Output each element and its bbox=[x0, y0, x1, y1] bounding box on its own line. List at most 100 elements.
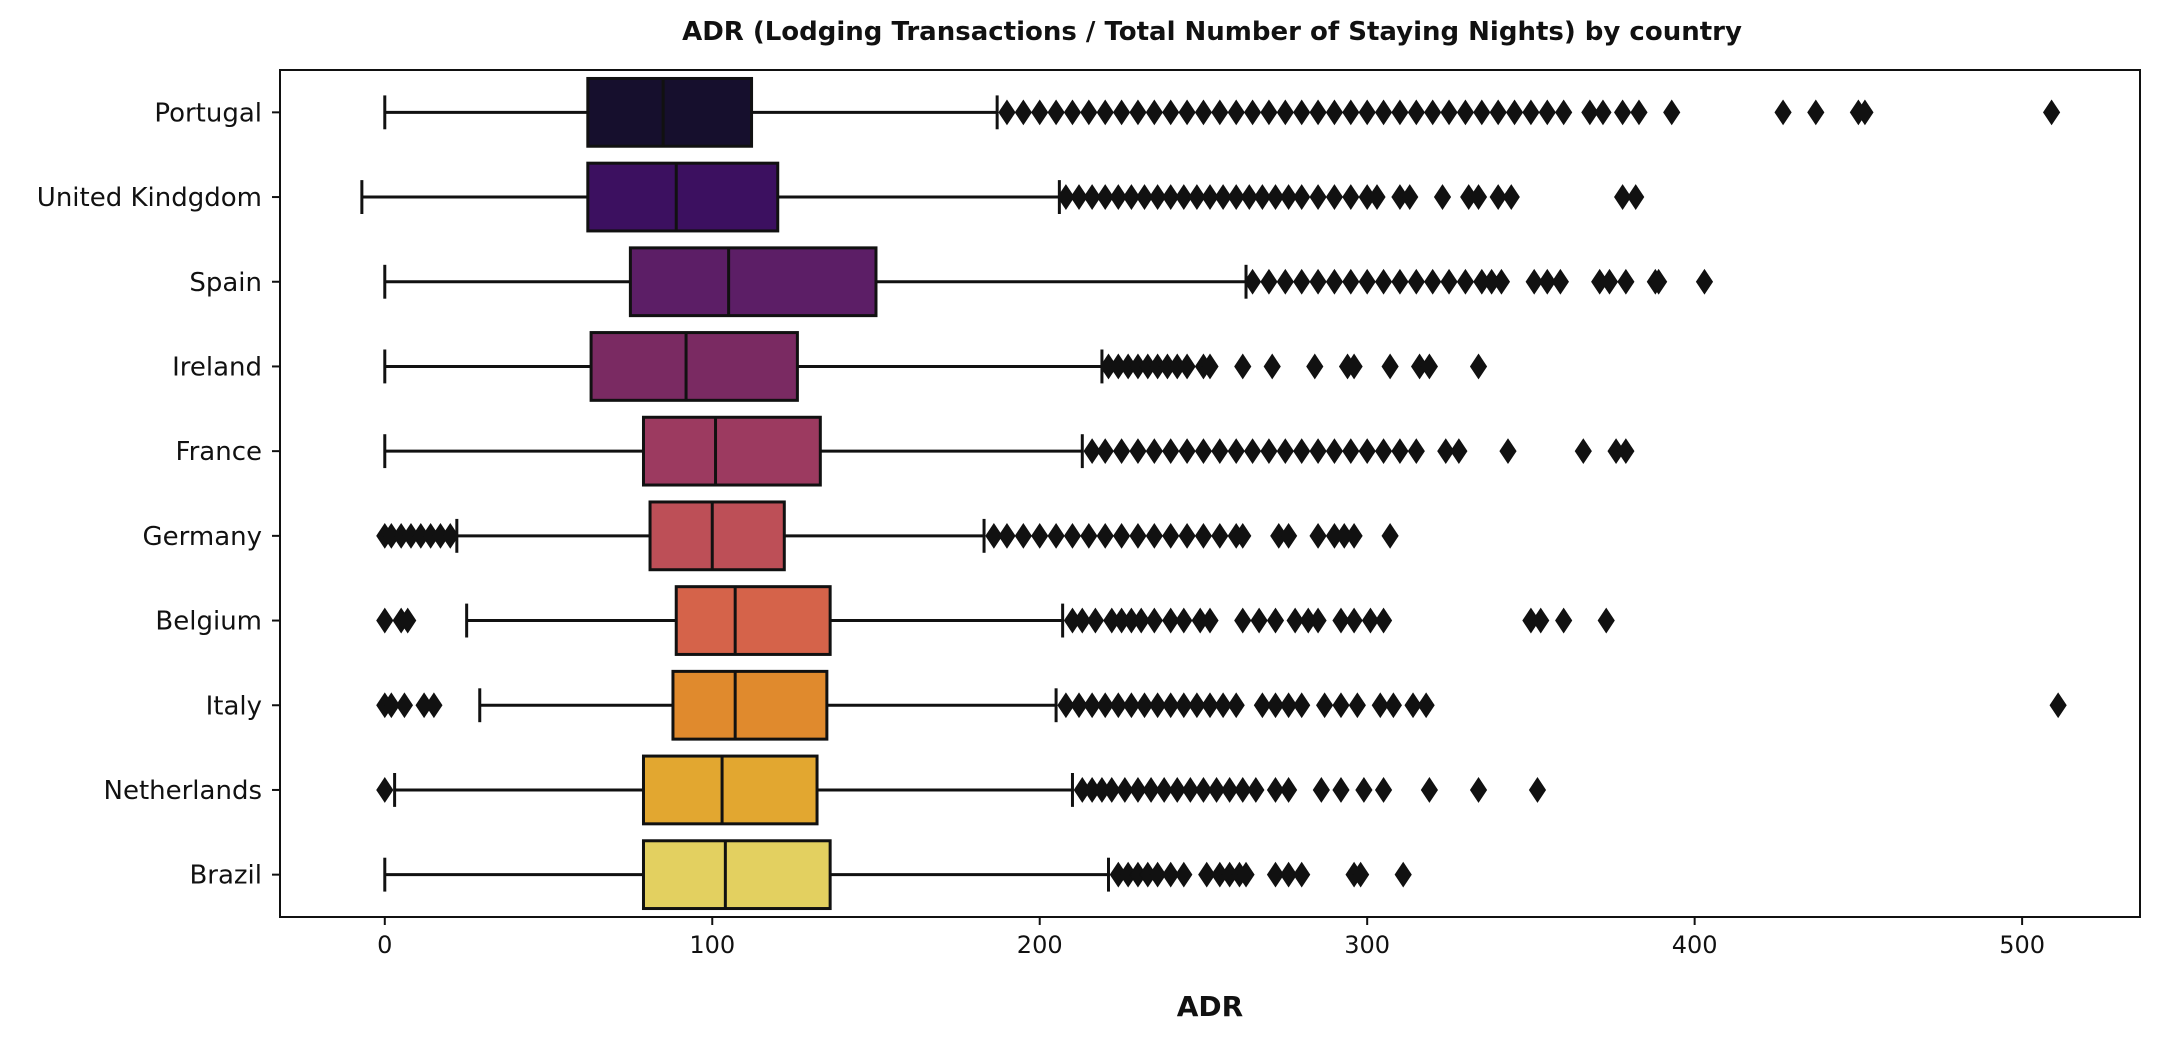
outlier-point bbox=[1080, 522, 1098, 549]
outlier-point bbox=[1309, 184, 1327, 210]
outlier-point bbox=[1253, 184, 1271, 210]
x-tick-label: 0 bbox=[377, 931, 392, 959]
outlier-point bbox=[1266, 861, 1285, 888]
iqr-box bbox=[641, 839, 832, 911]
outliers bbox=[1099, 353, 1488, 380]
box-spain bbox=[383, 246, 1714, 318]
outlier-point bbox=[1096, 692, 1114, 719]
outlier-point bbox=[1309, 268, 1327, 295]
outlier-point bbox=[1807, 99, 1825, 126]
outlier-point bbox=[1135, 184, 1154, 210]
outlier-point bbox=[1774, 99, 1792, 126]
box-belgium bbox=[376, 585, 1615, 656]
outlier-point bbox=[1374, 268, 1393, 295]
outlier-point bbox=[1129, 438, 1147, 465]
outlier-point bbox=[1489, 184, 1507, 210]
outlier-point bbox=[1194, 522, 1213, 549]
outlier-point bbox=[1663, 99, 1681, 126]
outlier-point bbox=[1384, 692, 1402, 719]
outlier-point bbox=[1555, 607, 1573, 634]
outliers bbox=[376, 777, 1547, 803]
outlier-point bbox=[1381, 353, 1399, 380]
outlier-point bbox=[395, 692, 414, 719]
outlier-point bbox=[1352, 861, 1370, 888]
outlier-point bbox=[1286, 607, 1304, 634]
outlier-point bbox=[1279, 522, 1298, 549]
iqr-box bbox=[586, 161, 780, 233]
y-tick-label: Spain bbox=[189, 268, 262, 298]
outlier-point bbox=[1250, 607, 1268, 634]
x-tick-label: 100 bbox=[689, 931, 735, 959]
outlier-point bbox=[1266, 607, 1285, 634]
outlier-point bbox=[1194, 777, 1213, 803]
outlier-point bbox=[1234, 607, 1252, 634]
outlier-point bbox=[1237, 861, 1255, 888]
outlier-point bbox=[1234, 522, 1252, 549]
y-tick-label: Belgium bbox=[155, 607, 262, 637]
outlier-point bbox=[1149, 692, 1167, 719]
outlier-point bbox=[1630, 99, 1648, 126]
outlier-point bbox=[1207, 777, 1226, 803]
outlier-point bbox=[1627, 184, 1645, 210]
outlier-point bbox=[1309, 99, 1327, 126]
outlier-point bbox=[1394, 861, 1412, 888]
y-tick-label: Ireland bbox=[172, 352, 262, 382]
outlier-point bbox=[1309, 438, 1327, 465]
outlier-point bbox=[1178, 438, 1196, 465]
outlier-point bbox=[1551, 268, 1569, 295]
outlier-point bbox=[1450, 438, 1468, 465]
y-axis: Portugal United Kindgdom Spain Ireland Franc… bbox=[37, 98, 280, 891]
outlier-point bbox=[1227, 99, 1245, 126]
x-tick-label: 300 bbox=[1344, 931, 1390, 959]
outlier-point bbox=[1276, 438, 1294, 465]
outlier-point bbox=[1247, 777, 1265, 803]
outlier-point bbox=[1374, 607, 1393, 634]
outlier-point bbox=[1211, 522, 1229, 549]
outlier-point bbox=[1614, 184, 1632, 210]
outlier-point bbox=[1175, 607, 1193, 634]
outlier-point bbox=[1201, 607, 1219, 634]
outliers bbox=[1109, 861, 1412, 888]
outlier-point bbox=[1162, 184, 1180, 210]
outlier-point bbox=[1345, 522, 1363, 549]
outlier-point bbox=[1473, 99, 1491, 126]
outliers bbox=[1243, 268, 1714, 295]
outlier-point bbox=[1293, 99, 1311, 126]
outlier-point bbox=[1404, 692, 1422, 719]
outlier-point bbox=[399, 607, 417, 634]
outlier-point bbox=[1342, 99, 1360, 126]
outlier-point bbox=[1440, 99, 1458, 126]
outlier-point bbox=[1332, 692, 1350, 719]
outlier-point bbox=[1293, 268, 1311, 295]
outlier-point bbox=[1109, 692, 1127, 719]
outlier-point bbox=[1014, 99, 1032, 126]
outlier-point bbox=[1109, 184, 1127, 210]
iqr-box bbox=[641, 754, 819, 826]
outlier-point bbox=[1063, 99, 1082, 126]
outlier-point bbox=[1617, 268, 1635, 295]
chart-title: ADR (Lodging Transactions / Total Number… bbox=[682, 17, 1742, 47]
outlier-point bbox=[1162, 522, 1180, 549]
outlier-point bbox=[1469, 353, 1488, 380]
outlier-point bbox=[1374, 777, 1393, 803]
outlier-point bbox=[1194, 99, 1213, 126]
outlier-point bbox=[1073, 607, 1091, 634]
outlier-point bbox=[1348, 692, 1366, 719]
outlier-point bbox=[1112, 438, 1131, 465]
box-brazil bbox=[383, 839, 1412, 911]
outlier-point bbox=[1456, 99, 1475, 126]
outlier-point bbox=[1096, 522, 1114, 549]
iqr-box bbox=[586, 76, 754, 148]
y-tick-label: Portugal bbox=[154, 98, 262, 128]
y-tick-label: Germany bbox=[142, 522, 262, 552]
outlier-point bbox=[1129, 777, 1147, 803]
outlier-point bbox=[1135, 692, 1154, 719]
outlier-point bbox=[1063, 522, 1082, 549]
outlier-point bbox=[1528, 777, 1547, 803]
outliers bbox=[1057, 184, 1645, 210]
outlier-point bbox=[1345, 607, 1363, 634]
outlier-point bbox=[1083, 438, 1101, 465]
outlier-point bbox=[1522, 99, 1540, 126]
outlier-point bbox=[2042, 99, 2061, 126]
iqr-box bbox=[641, 415, 822, 487]
